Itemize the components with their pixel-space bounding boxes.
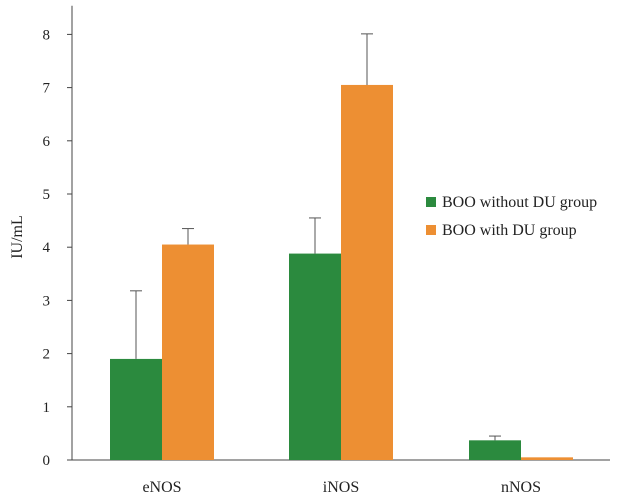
y-tick-label: 4 xyxy=(43,240,51,256)
y-axis-title: IU/mL xyxy=(9,215,26,259)
y-tick-label: 1 xyxy=(43,400,51,416)
legend-label: BOO without DU group xyxy=(442,194,597,211)
x-axis: eNOS iNOS nNOS xyxy=(72,459,610,496)
y-tick-label: 6 xyxy=(43,134,51,150)
y-tick-label: 8 xyxy=(43,27,51,43)
bar-nNOS-series-1 xyxy=(469,440,521,460)
legend-swatch xyxy=(426,225,436,235)
y-tick-label: 5 xyxy=(43,187,51,203)
bar-eNOS-series-1 xyxy=(110,358,162,460)
y-tick-label: 2 xyxy=(43,347,51,363)
legend: BOO without DU group BOO with DU group xyxy=(426,194,597,239)
y-tick-label: 3 xyxy=(43,293,51,309)
x-tick-label: nNOS xyxy=(501,479,541,496)
y-tick-label: 7 xyxy=(43,81,51,97)
bar-iNOS-series-1 xyxy=(289,253,341,460)
bar-iNOS-series-2 xyxy=(341,84,393,460)
bars xyxy=(110,84,573,460)
y-axis: 0 1 2 3 4 5 6 7 8 xyxy=(43,5,73,469)
error-bars xyxy=(130,33,501,441)
bar-nNOS-series-2 xyxy=(521,457,573,460)
bar-eNOS-series-2 xyxy=(162,244,214,460)
x-tick-label: eNOS xyxy=(142,479,181,496)
x-tick-label: iNOS xyxy=(323,479,359,496)
y-tick-label: 0 xyxy=(43,453,51,469)
legend-swatch xyxy=(426,197,436,207)
legend-label: BOO with DU group xyxy=(442,222,577,239)
